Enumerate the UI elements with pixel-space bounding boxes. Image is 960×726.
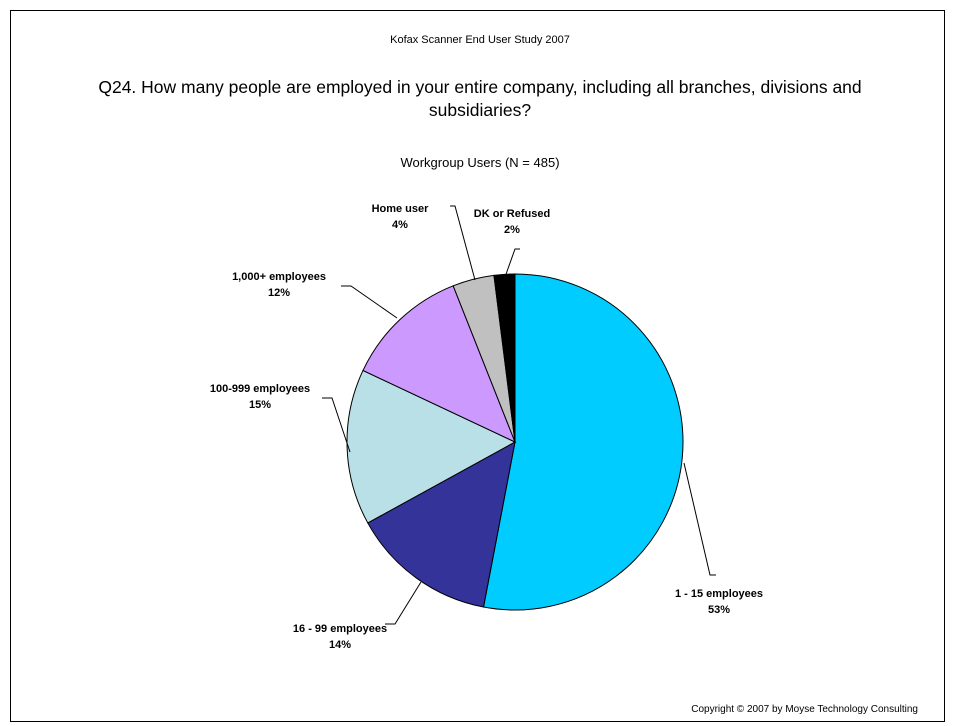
copyright-notice: Copyright © 2007 by Moyse Technology Con… — [691, 704, 918, 715]
leader-line-5 — [450, 206, 475, 280]
leader-line-4 — [341, 286, 397, 318]
leader-line-6 — [505, 249, 520, 277]
leader-line-2 — [385, 582, 421, 624]
slice-label-name-3: 100-999 employees — [210, 383, 310, 395]
slice-label-name-5: Home user — [372, 203, 430, 215]
slice-label-value-1: 53% — [708, 604, 730, 616]
leader-line-3 — [322, 398, 350, 452]
slice-label-name-2: 16 - 99 employees — [293, 623, 387, 635]
slice-label-name-1: 1 - 15 employees — [675, 588, 763, 600]
slice-label-value-6: 2% — [504, 224, 520, 236]
slice-label-name-6: DK or Refused — [474, 208, 550, 220]
slice-label-value-3: 15% — [249, 399, 271, 411]
slice-label-value-5: 4% — [392, 219, 408, 231]
leader-line-1 — [684, 463, 716, 575]
slice-label-value-2: 14% — [329, 639, 351, 651]
slice-label-name-4: 1,000+ employees — [232, 271, 326, 283]
slice-label-value-4: 12% — [268, 287, 290, 299]
